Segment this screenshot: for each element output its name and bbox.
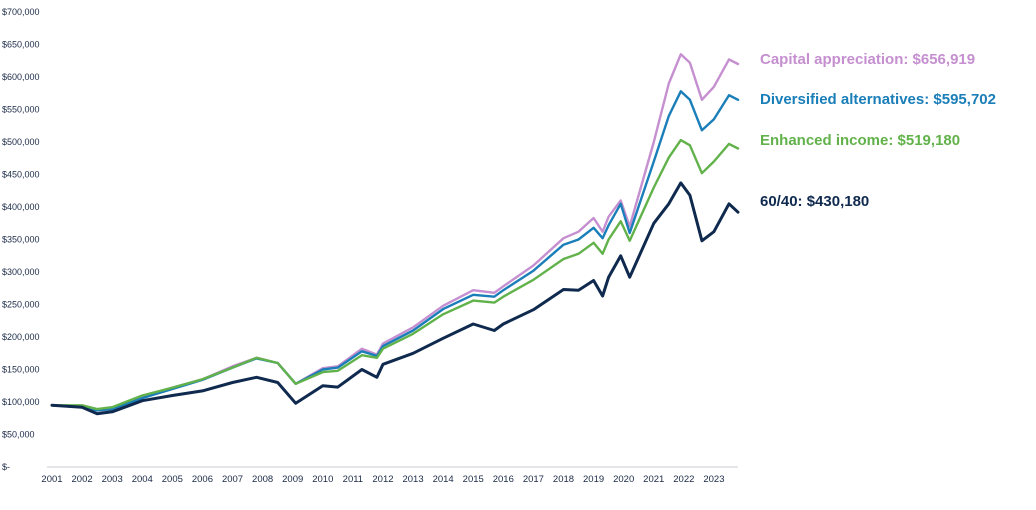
series-line <box>50 90 740 412</box>
x-tick-label: 2020 <box>613 474 634 485</box>
y-tick-label: $100,000 <box>2 397 40 407</box>
x-tick-label: 2004 <box>132 474 153 485</box>
y-tick-label: $500,000 <box>2 137 40 147</box>
x-tick-label: 2005 <box>162 474 183 485</box>
y-tick-label: $350,000 <box>2 235 40 245</box>
series-line <box>50 138 740 411</box>
x-axis: 2001 2002 2003 2004 2005 2006 2007 2008 2009 2010… <box>41 474 724 485</box>
x-tick-label: 2013 <box>402 474 423 485</box>
x-tick-label: 2003 <box>102 474 123 485</box>
x-tick-label: 2016 <box>493 474 514 485</box>
x-tick-label: 2021 <box>643 474 664 485</box>
x-tick-label: 2019 <box>583 474 604 485</box>
series-label: Enhanced income: $519,180 <box>760 132 960 149</box>
x-tick-label: 2022 <box>673 474 694 485</box>
x-tick-label: 2010 <box>312 474 333 485</box>
series-label: Capital appreciation: $656,919 <box>760 51 975 68</box>
y-tick-label: $50,000 <box>2 430 35 440</box>
x-tick-label: 2007 <box>222 474 243 485</box>
x-tick-label: 2012 <box>372 474 393 485</box>
series-line <box>50 181 740 416</box>
x-tick-label: 2001 <box>41 474 62 485</box>
x-tick-label: 2009 <box>282 474 303 485</box>
series-label: Diversified alternatives: $595,702 <box>760 91 996 108</box>
x-tick-label: 2015 <box>463 474 484 485</box>
y-tick-label: $400,000 <box>2 202 40 212</box>
y-tick-label: $- <box>2 462 10 472</box>
x-tick-label: 2023 <box>703 474 724 485</box>
y-tick-label: $650,000 <box>2 40 40 50</box>
series-line <box>50 53 740 412</box>
series-end-labels: Capital appreciation: $656,919 Diversifie… <box>760 51 996 210</box>
y-tick-label: $300,000 <box>2 267 40 277</box>
y-axis: $700,000 $650,000 $600,000 $550,000 $500,000… <box>2 7 40 472</box>
y-tick-label: $700,000 <box>2 7 40 17</box>
x-tick-label: 2008 <box>252 474 273 485</box>
x-tick-label: 2002 <box>72 474 93 485</box>
y-tick-label: $150,000 <box>2 365 40 375</box>
x-tick-label: 2011 <box>343 474 363 485</box>
series-label: 60/40: $430,180 <box>760 193 869 210</box>
x-tick-label: 2014 <box>433 474 454 485</box>
y-tick-label: $600,000 <box>2 72 40 82</box>
x-tick-label: 2006 <box>192 474 213 485</box>
y-tick-label: $550,000 <box>2 105 40 115</box>
series-lines <box>50 53 740 416</box>
y-tick-label: $450,000 <box>2 170 40 180</box>
x-tick-label: 2017 <box>523 474 544 485</box>
x-tick-label: 2018 <box>553 474 574 485</box>
y-tick-label: $200,000 <box>2 332 40 342</box>
y-tick-label: $250,000 <box>2 300 40 310</box>
